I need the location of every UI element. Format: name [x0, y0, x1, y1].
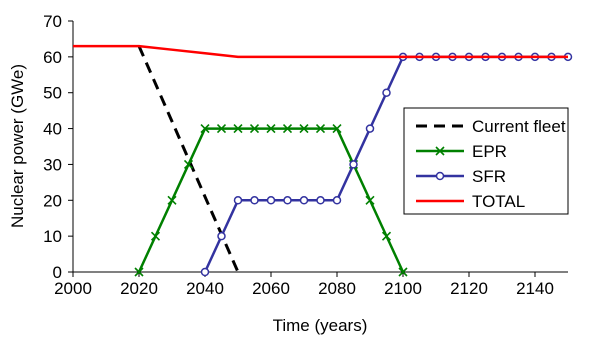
series-layer — [73, 44, 573, 277]
data-point — [200, 267, 210, 277]
series-total — [73, 44, 568, 59]
data-point — [332, 196, 342, 205]
data-point — [216, 124, 227, 134]
legend-marker — [435, 146, 445, 156]
data-point — [249, 124, 260, 134]
data-point — [398, 267, 408, 277]
data-point — [365, 124, 375, 133]
y-tick-label: 50 — [43, 84, 62, 103]
ticks: 0 10 20 30 40 50 60 70 2000 2020 2040 2060 2080 2100 2… — [43, 12, 554, 298]
axes — [72, 21, 568, 273]
x-axis-title: Time (years) — [273, 316, 368, 335]
legend-item-sfr: SFR — [416, 167, 506, 186]
data-point — [365, 195, 375, 205]
x-tick-label: 2060 — [252, 279, 290, 298]
x-tick-label: 2080 — [318, 279, 356, 298]
y-tick-label: 40 — [43, 120, 62, 139]
data-point — [349, 160, 358, 169]
legend-marker — [435, 171, 445, 181]
legend-label: Current fleet — [472, 117, 566, 136]
data-point — [332, 124, 342, 134]
data-point — [167, 195, 177, 205]
y-tick-label: 0 — [53, 263, 62, 282]
legend: Current fleet EPR SFR TOTAL — [403, 107, 569, 215]
data-point — [299, 196, 309, 205]
legend-item-epr: EPR — [416, 142, 507, 161]
data-point — [382, 88, 391, 97]
x-tick-label: 2140 — [516, 279, 554, 298]
data-point — [315, 124, 326, 134]
data-point — [283, 196, 292, 205]
legend-item-current-fleet: Current fleet — [416, 117, 566, 136]
y-tick-label: 70 — [43, 12, 62, 31]
data-point — [381, 231, 392, 241]
data-point — [299, 124, 309, 134]
legend-label: SFR — [472, 167, 506, 186]
legend-box — [403, 107, 569, 215]
legend-label: EPR — [472, 142, 507, 161]
data-point — [134, 267, 144, 277]
legend-label: TOTAL — [472, 192, 525, 211]
y-tick-label: 10 — [43, 227, 62, 246]
y-tick-label: 60 — [43, 48, 62, 67]
data-point — [266, 196, 276, 205]
x-tick-label: 2040 — [186, 279, 224, 298]
x-tick-label: 2120 — [450, 279, 488, 298]
data-point — [200, 124, 210, 134]
data-point — [217, 231, 226, 241]
data-point — [233, 124, 243, 134]
data-point — [150, 231, 161, 241]
data-point — [282, 124, 293, 134]
data-point — [183, 159, 194, 169]
data-point — [266, 124, 276, 134]
data-point — [316, 196, 325, 205]
data-point — [233, 196, 243, 205]
data-point — [250, 196, 259, 205]
y-axis-title: Nuclear power (GWe) — [8, 64, 27, 228]
y-tick-label: 30 — [43, 155, 62, 174]
x-tick-label: 2100 — [384, 279, 422, 298]
y-tick-label: 20 — [43, 191, 62, 210]
legend-item-total: TOTAL — [416, 192, 525, 211]
series-line-total — [73, 44, 568, 59]
x-tick-label: 2000 — [54, 279, 92, 298]
x-tick-label: 2020 — [120, 279, 158, 298]
